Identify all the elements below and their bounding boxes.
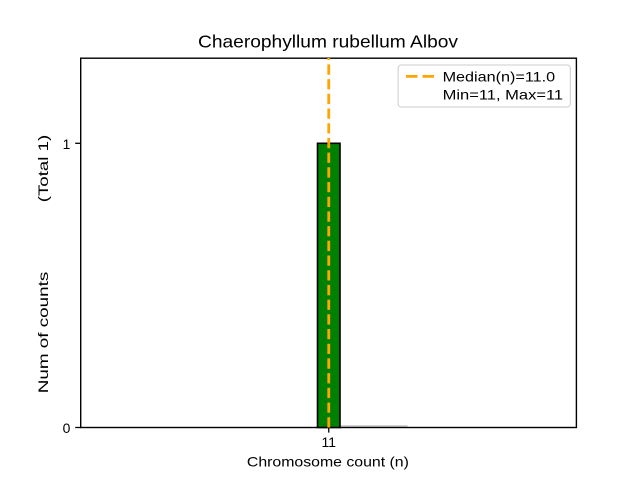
svg-text:Num of counts: Num of counts (35, 272, 51, 394)
svg-text:(Total 1): (Total 1) (35, 135, 51, 203)
svg-text:Min=11, Max=11: Min=11, Max=11 (443, 87, 564, 103)
svg-text:Median(n)=11.0: Median(n)=11.0 (443, 69, 556, 85)
svg-text:Chaerophyllum rubellum Albov: Chaerophyllum rubellum Albov (198, 32, 458, 52)
svg-text:0: 0 (63, 420, 71, 436)
svg-text:1: 1 (63, 136, 71, 152)
svg-text:11: 11 (322, 434, 337, 450)
svg-text:Chromosome count (n): Chromosome count (n) (247, 454, 409, 470)
